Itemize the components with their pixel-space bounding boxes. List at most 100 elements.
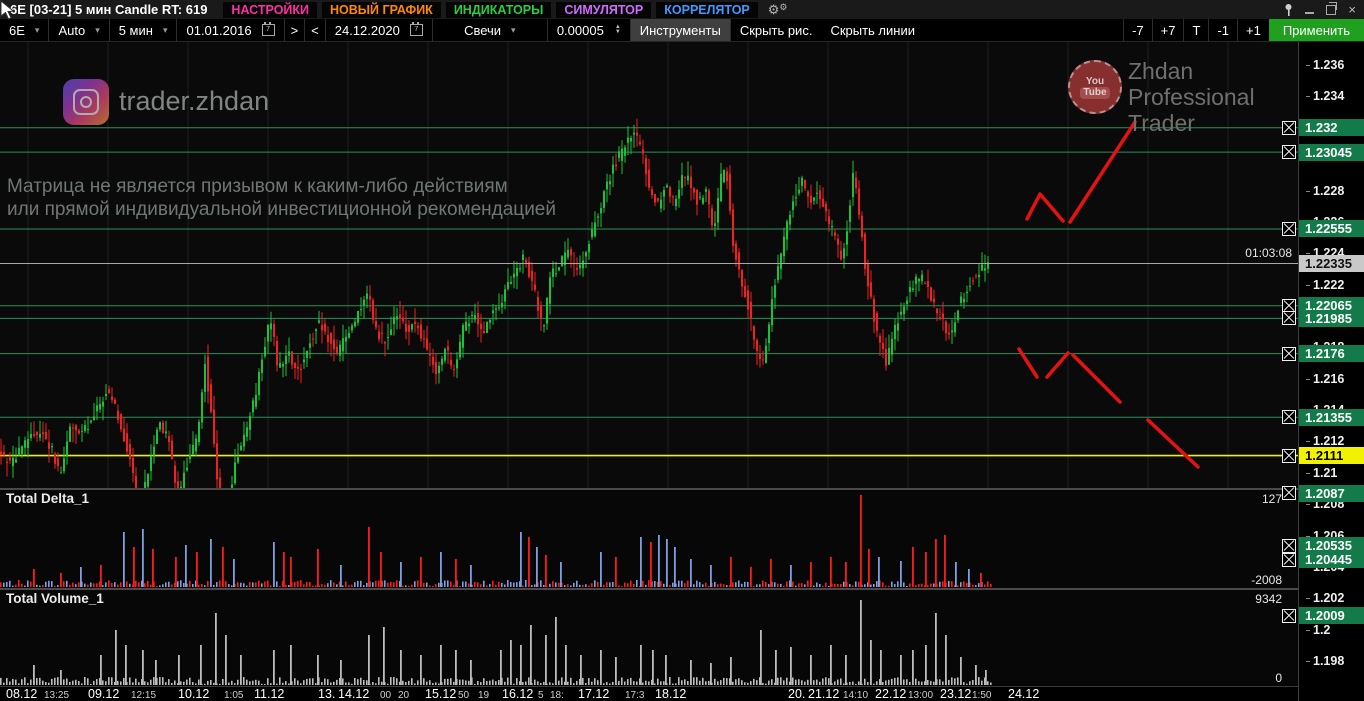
price-tick-label: 1.236 [1306, 58, 1344, 72]
price-level-flag[interactable]: 1.22555 [1299, 220, 1364, 237]
shift-button[interactable]: T [1183, 19, 1208, 41]
price-tick-label: 1.2 [1306, 623, 1330, 637]
tick-size-stepper[interactable]: 0.00005 ▲ ▼ [548, 19, 631, 41]
shift-buttons: -7 +7 T -1 +1 [1123, 19, 1269, 41]
hide-drawings-button[interactable]: Скрыть рис. [739, 22, 813, 38]
menu-item[interactable]: СИМУЛЯТОР [556, 1, 652, 18]
volume-min-value: 0 [1275, 671, 1282, 685]
window-title: 6E [03-21] 5 мин Candle RT: 619 [10, 2, 208, 17]
price-level-flag[interactable]: 1.2111 [1299, 447, 1364, 464]
time-axis-time: 1:05 [224, 690, 244, 701]
price-axis[interactable]: 1.2361.2341.2281.2261.2241.2221.2181.216… [1298, 42, 1364, 701]
close-button[interactable]: × [1348, 2, 1356, 17]
current-price-flag: 1.22335 [1299, 255, 1364, 272]
time-axis-date: 18.12 [655, 687, 687, 701]
time-axis-date: 23.12 [940, 687, 972, 701]
chart-style-select[interactable]: Свечи ▾ [433, 19, 548, 41]
date-to-value: 24.12.2020 [334, 22, 400, 38]
time-axis-date: 09.12 [88, 687, 120, 701]
price-level-flag[interactable]: 1.20445 [1299, 551, 1364, 568]
price-level-flag[interactable]: 1.21355 [1299, 409, 1364, 426]
delta-indicator-panel[interactable]: Total Delta_1 127 -2008 [0, 490, 1298, 588]
price-level-flag[interactable]: 1.232 [1299, 119, 1364, 136]
price-tick-label: 1.198 [1306, 654, 1344, 668]
level-delete-checkbox[interactable] [1282, 449, 1296, 463]
time-axis-date: 08.12 [6, 687, 38, 701]
price-chart-panel[interactable]: trader.zhdan Матрица не является призыво… [0, 42, 1298, 488]
date-next-button[interactable]: > [285, 19, 306, 41]
tick-size-value: 0.00005 [556, 22, 604, 38]
price-level-flag[interactable]: 1.2009 [1299, 607, 1364, 624]
level-delete-checkbox[interactable] [1282, 222, 1296, 236]
spinner-arrows-icon[interactable]: ▲ ▼ [614, 24, 621, 35]
tools-button[interactable]: Инструменты [630, 19, 731, 41]
timeframe-select[interactable]: 5 мин ▾ [110, 19, 178, 41]
volume-panel-label: Total Volume_1 [6, 591, 104, 606]
menu-item[interactable]: НАСТРОЙКИ [223, 1, 318, 18]
level-delete-checkbox[interactable] [1282, 347, 1296, 361]
time-axis[interactable]: 08.12 13:25 09.12 12:15 10.12 1:05 11.12 13. 14.… [0, 687, 1298, 701]
level-delete-checkbox[interactable] [1282, 553, 1296, 567]
symbol-value: 6E [9, 22, 25, 38]
delta-panel-label: Total Delta_1 [6, 491, 90, 506]
volume-indicator-panel[interactable]: Total Volume_1 9342 0 @invest_profittrad… [0, 590, 1298, 686]
level-delete-checkbox[interactable] [1282, 609, 1296, 623]
level-delete-checkbox[interactable] [1282, 539, 1296, 553]
time-axis-date: 16.12 [502, 687, 534, 701]
menu-item[interactable]: КОРРЕЛЯТОР [656, 1, 758, 18]
price-level-flag[interactable]: 1.20535 [1299, 537, 1364, 554]
price-level-flag[interactable]: 1.23045 [1299, 144, 1364, 161]
price-level-flag[interactable]: 1.2087 [1299, 485, 1364, 502]
time-axis-date: 10.12 [178, 687, 210, 701]
shift-button[interactable]: -1 [1208, 19, 1237, 41]
pin-icon[interactable] [1282, 3, 1293, 17]
time-axis-time: 14:10 [843, 690, 869, 701]
menu-item[interactable]: ИНДИКАТОРЫ [445, 1, 552, 18]
date-from-value: 01.01.2016 [186, 22, 252, 38]
time-axis-time: 50 [458, 690, 470, 701]
shift-button[interactable]: +7 [1151, 19, 1184, 41]
level-delete-checkbox[interactable] [1282, 410, 1296, 424]
range-select[interactable]: Auto ▾ [49, 19, 110, 41]
level-delete-checkbox[interactable] [1282, 486, 1296, 500]
delta-max-value: 127 [1261, 492, 1282, 506]
time-axis-time: 19 [478, 690, 490, 701]
title-bar: 6E [03-21] 5 мин Candle RT: 619 НАСТРОЙК… [0, 0, 1364, 19]
calendar-icon[interactable]: 7 [261, 22, 275, 36]
settings-gear-icon[interactable]: ⚙⚙ [767, 1, 788, 17]
restore-button[interactable] [1326, 1, 1338, 15]
menu-item[interactable]: НОВЫЙ ГРАФИК [322, 1, 441, 18]
panel-divider [0, 686, 1298, 687]
panel-divider[interactable] [0, 588, 1298, 590]
date-from-field[interactable]: 01.01.2016 7 [177, 19, 285, 41]
date-to-field[interactable]: 24.12.2020 7 [326, 19, 433, 41]
minimize-button[interactable] [1305, 11, 1315, 14]
price-tick-label: 1.234 [1306, 89, 1344, 103]
price-level-flag[interactable]: 1.22065 [1299, 297, 1364, 314]
time-axis-date: 21.12 [808, 687, 840, 701]
level-delete-checkbox[interactable] [1282, 311, 1296, 325]
shift-button[interactable]: -7 [1123, 19, 1152, 41]
timeframe-value: 5 мин [118, 22, 153, 38]
menu-bar: НАСТРОЙКИ НОВЫЙ ГРАФИК ИНДИКАТОРЫ СИМУЛЯТОР… [223, 1, 758, 18]
apply-button[interactable]: Применить [1268, 19, 1364, 41]
level-delete-checkbox[interactable] [1282, 121, 1296, 135]
chevron-down-icon: ▾ [95, 24, 100, 35]
price-level-flag[interactable]: 1.21985 [1299, 310, 1364, 327]
symbol-select[interactable]: 6E ▾ [0, 19, 50, 41]
time-axis-time: 17:3 [625, 690, 645, 701]
time-axis-time: 5 [538, 690, 544, 701]
hide-lines-button[interactable]: Скрыть линии [830, 22, 915, 38]
time-axis-time: 13:00 [908, 690, 934, 701]
time-axis-time: 12:15 [131, 690, 157, 701]
bar-countdown-timer: 01:03:08 [1245, 246, 1292, 260]
panel-divider[interactable] [0, 488, 1298, 490]
price-tick-label: 1.21 [1306, 466, 1337, 480]
price-tick-label: 1.228 [1306, 184, 1344, 198]
price-level-flag[interactable]: 1.2176 [1299, 345, 1364, 362]
level-delete-checkbox[interactable] [1282, 145, 1296, 159]
shift-button[interactable]: +1 [1237, 19, 1269, 41]
date-prev-button[interactable]: < [305, 19, 326, 41]
calendar-icon[interactable]: 7 [409, 22, 423, 36]
